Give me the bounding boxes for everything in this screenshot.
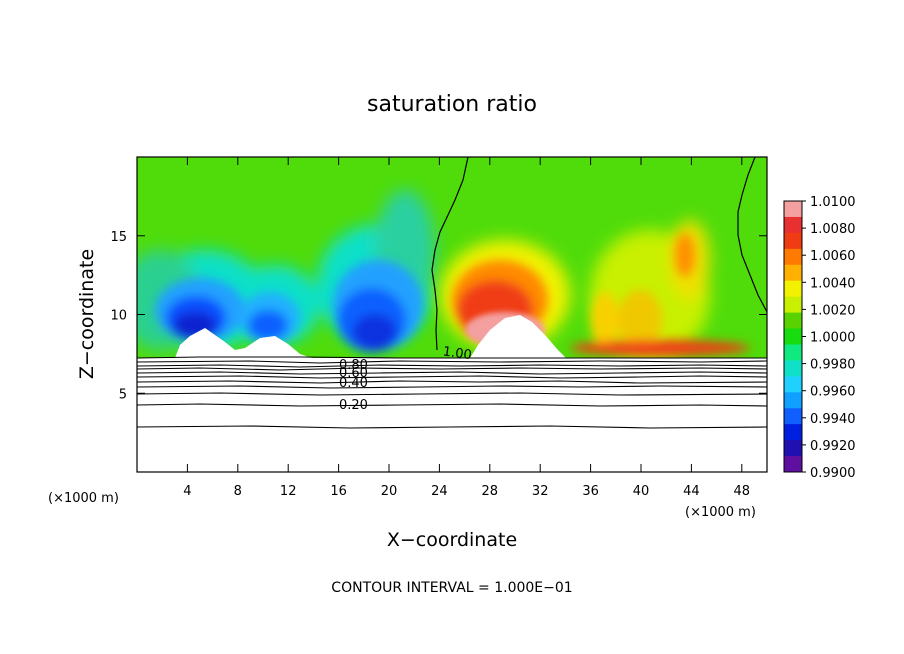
colorbar-swatch [784, 440, 802, 457]
x-tick-label: 40 [633, 484, 650, 499]
y-axis: 5 10 15 [110, 230, 767, 402]
contour-label-04: 0.40 [339, 376, 368, 391]
colorbar-tick-label: 0.9960 [810, 385, 856, 400]
colorbar-tick-label: 0.9900 [810, 466, 856, 481]
x-tick-label: 16 [330, 484, 347, 499]
colorbar-tick-label: 0.9920 [810, 439, 856, 454]
x-unit-right: (×1000 m) [685, 505, 756, 520]
white-mound-right [470, 315, 566, 358]
plot-area [137, 157, 767, 472]
x-axis: 4 8 12 16 20 24 28 32 36 40 44 48 [183, 157, 750, 499]
colorbar-swatch [784, 201, 802, 218]
colorbar-swatch [784, 248, 802, 266]
colorbar-swatch [784, 216, 802, 234]
x-tick-label: 36 [582, 484, 599, 499]
colorbar-swatch [784, 456, 802, 473]
x-tick-label: 20 [381, 484, 398, 499]
colorbar-swatch [784, 376, 802, 393]
colorbar-tick-label: 1.0000 [810, 331, 856, 346]
contour-label-02: 0.20 [339, 398, 368, 413]
colorbar-swatch [784, 344, 802, 361]
colorbar-swatch [784, 296, 802, 314]
x-tick-label: 48 [734, 484, 751, 499]
colorbar-swatch [784, 328, 802, 345]
contour-label-1: 1.00 [442, 344, 473, 363]
colorbar: 1.0100 1.0080 1.0060 1.0040 1.0020 1.0000 0.99… [783, 195, 856, 481]
colorbar-swatch [784, 280, 802, 298]
colorbar-tick-label: 1.0100 [810, 195, 856, 210]
colorbar-swatch [784, 392, 802, 409]
contour-lines [137, 356, 767, 429]
x-tick-label: 44 [683, 484, 700, 499]
colorbar-tick-label: 0.9940 [810, 412, 856, 427]
contour-interval-note: CONTOUR INTERVAL = 1.000E−01 [331, 580, 572, 596]
colorbar-swatch [784, 264, 802, 282]
colorbar-swatch [784, 408, 802, 425]
contour-label-08: 0.80 [339, 358, 368, 373]
colorbar-tick-label: 1.0060 [810, 249, 856, 264]
colorbar-tick-label: 1.0080 [810, 222, 856, 237]
contour-label-06: 0.60 [339, 366, 368, 381]
x-tick-label: 28 [482, 484, 499, 499]
chart-title: saturation ratio [367, 92, 537, 117]
x-tick-label: 8 [234, 484, 242, 499]
y-tick-label: 10 [110, 309, 127, 324]
x-tick-label: 24 [431, 484, 448, 499]
colorbar-tick-label: 1.0020 [810, 303, 856, 318]
x-tick-label: 12 [280, 484, 297, 499]
white-mound-left [175, 328, 312, 358]
colorbar-swatch [784, 312, 802, 330]
x-tick-label: 4 [183, 484, 191, 499]
colorbar-swatch [784, 232, 802, 250]
colorbar-swatch [784, 360, 802, 377]
x-unit-left: (×1000 m) [48, 491, 119, 506]
colorbar-swatch [784, 424, 802, 441]
y-tick-label: 5 [119, 387, 127, 402]
y-axis-label: Z−coordinate [76, 249, 98, 379]
colorbar-tick-label: 0.9980 [810, 358, 856, 373]
y-tick-label: 15 [110, 230, 127, 245]
x-tick-label: 32 [532, 484, 549, 499]
x-axis-label: X−coordinate [387, 529, 517, 551]
colorbar-tick-label: 1.0040 [810, 276, 856, 291]
